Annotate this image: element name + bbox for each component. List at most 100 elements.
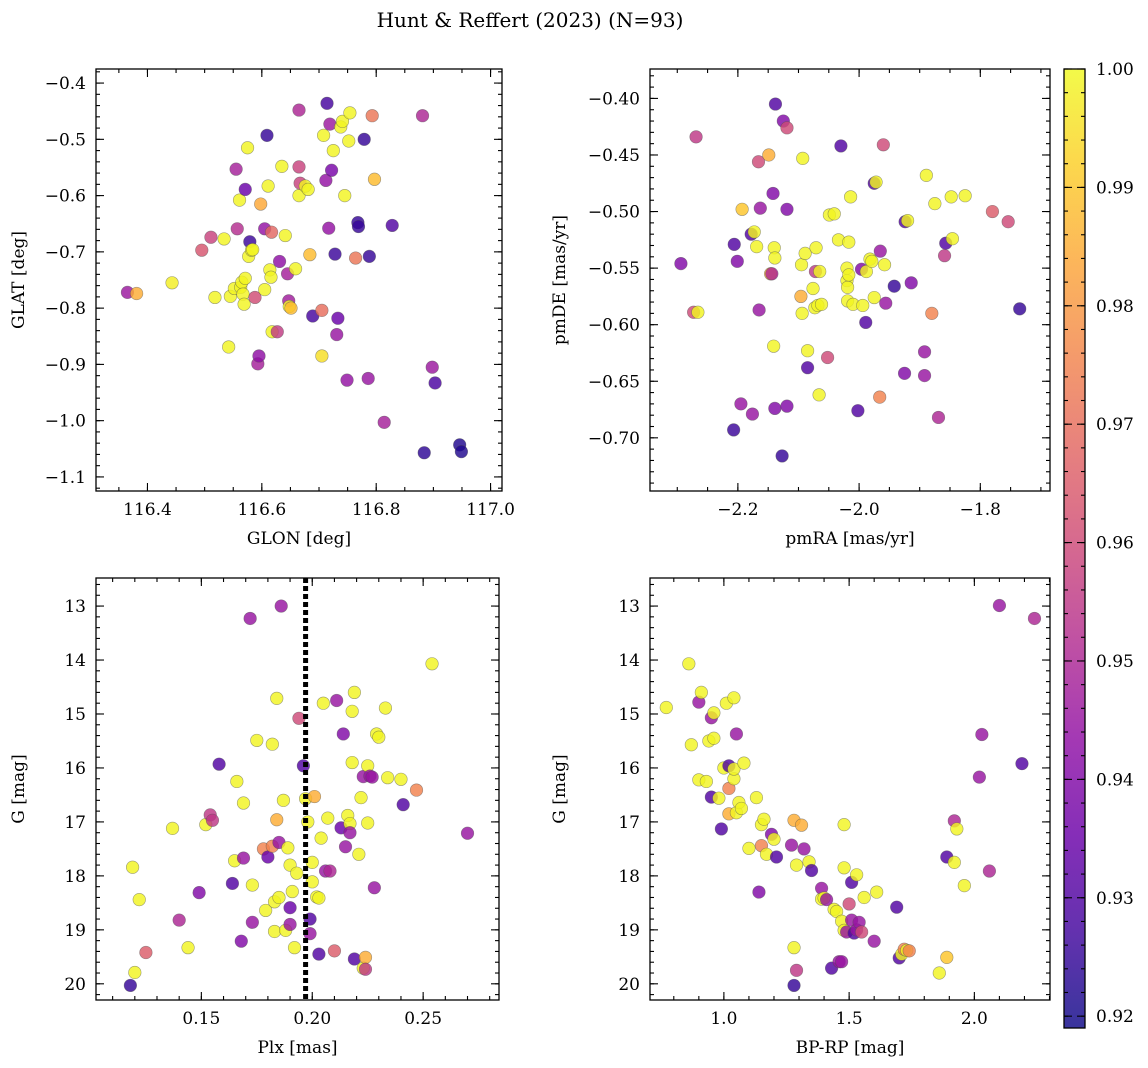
axes-frame xyxy=(95,577,500,1001)
axis-ticks xyxy=(96,578,499,1000)
data-point xyxy=(319,173,333,188)
data-point xyxy=(827,207,841,221)
data-point xyxy=(804,863,819,878)
data-point xyxy=(840,280,855,294)
x-axis-label: Plx [mas] xyxy=(257,1038,337,1058)
data-point xyxy=(873,244,887,258)
data-point xyxy=(691,305,705,319)
data-point xyxy=(867,290,881,305)
data-point xyxy=(192,886,206,900)
y-axis-label: pmDE [mas/yr] xyxy=(550,215,570,345)
data-point xyxy=(428,376,442,390)
scatter-panel-1: 116.4 116.6 116.8 117.0 −1.1 −1.0 −0.9 −0.8 −0.7… xyxy=(9,68,515,549)
data-point xyxy=(132,893,146,907)
data-point xyxy=(768,97,783,111)
data-point xyxy=(335,114,350,128)
data-point xyxy=(689,130,703,144)
data-point xyxy=(865,254,879,268)
data-point xyxy=(365,770,379,784)
data-point xyxy=(205,813,220,827)
data-point xyxy=(674,257,688,271)
data-point xyxy=(270,691,284,705)
data-point xyxy=(1001,215,1015,229)
y-tick-label: 15 xyxy=(618,705,640,725)
data-point xyxy=(330,327,344,342)
data-point xyxy=(208,290,222,305)
data-point xyxy=(684,738,698,752)
data-point xyxy=(879,296,893,310)
data-point xyxy=(128,965,142,980)
y-tick-label: −1.0 xyxy=(45,412,86,432)
data-point xyxy=(345,755,359,770)
data-point xyxy=(331,311,345,325)
data-point xyxy=(944,190,958,204)
y-tick-label: 13 xyxy=(618,597,640,617)
y-tick-label: −0.7 xyxy=(45,243,86,263)
data-point xyxy=(857,890,871,905)
data-point xyxy=(165,821,180,835)
data-point xyxy=(316,696,330,710)
x-tick-label: 116.8 xyxy=(352,500,401,520)
data-point xyxy=(768,251,782,265)
data-point xyxy=(362,249,376,263)
data-point xyxy=(349,251,363,265)
y-tick-label: 16 xyxy=(64,759,86,779)
data-point xyxy=(859,264,873,279)
y-axis-label: G [mag] xyxy=(9,754,29,823)
data-point xyxy=(928,197,942,211)
data-point xyxy=(258,282,272,297)
data-point xyxy=(937,249,952,263)
data-point xyxy=(212,757,226,771)
data-point xyxy=(330,693,344,708)
data-point xyxy=(415,109,430,123)
data-points xyxy=(659,598,1042,993)
x-tick-label: 0.25 xyxy=(404,1009,442,1029)
data-point xyxy=(425,360,439,374)
colorbar-tick-label: 1.00 xyxy=(1096,60,1134,80)
data-point xyxy=(787,978,801,993)
colorbar-tick-label: 0.93 xyxy=(1096,889,1134,909)
data-point xyxy=(855,925,869,939)
data-point xyxy=(237,297,251,311)
data-point xyxy=(730,254,744,268)
data-point xyxy=(787,941,801,955)
colorbar-tick-label: 0.96 xyxy=(1096,534,1134,554)
data-point xyxy=(851,404,865,418)
data-point xyxy=(270,813,284,827)
data-point xyxy=(342,134,356,148)
data-point xyxy=(752,303,766,317)
data-point xyxy=(809,241,823,255)
data-point xyxy=(272,254,287,269)
data-point xyxy=(336,727,350,741)
data-point xyxy=(246,243,260,257)
data-point xyxy=(425,657,439,671)
data-point xyxy=(835,955,849,969)
data-point xyxy=(245,878,259,892)
data-point xyxy=(735,202,749,216)
scatter-panel-4: 1.0 1.5 2.0 13 14 15 16 17 18 19 20 BP-RP [mag] G [m… xyxy=(550,577,1051,1058)
y-tick-label: 18 xyxy=(64,867,86,887)
data-point xyxy=(902,944,916,958)
x-tick-label: −2.0 xyxy=(838,500,879,520)
data-point xyxy=(794,818,809,832)
data-point xyxy=(762,148,776,162)
data-point xyxy=(737,756,751,770)
data-point xyxy=(707,706,721,720)
data-point xyxy=(900,214,915,228)
data-point xyxy=(139,945,153,960)
data-point xyxy=(323,117,337,131)
data-point xyxy=(409,783,424,797)
data-point xyxy=(347,685,361,700)
data-point xyxy=(750,240,764,254)
data-point xyxy=(751,155,766,169)
data-point xyxy=(281,841,295,855)
data-point xyxy=(361,816,375,830)
data-point xyxy=(243,611,257,626)
data-point xyxy=(352,847,366,861)
data-point xyxy=(378,701,393,715)
data-point xyxy=(714,822,728,836)
data-point xyxy=(328,247,342,261)
y-tick-label: −0.60 xyxy=(588,316,640,336)
data-point xyxy=(837,861,851,875)
data-point xyxy=(1013,302,1027,316)
